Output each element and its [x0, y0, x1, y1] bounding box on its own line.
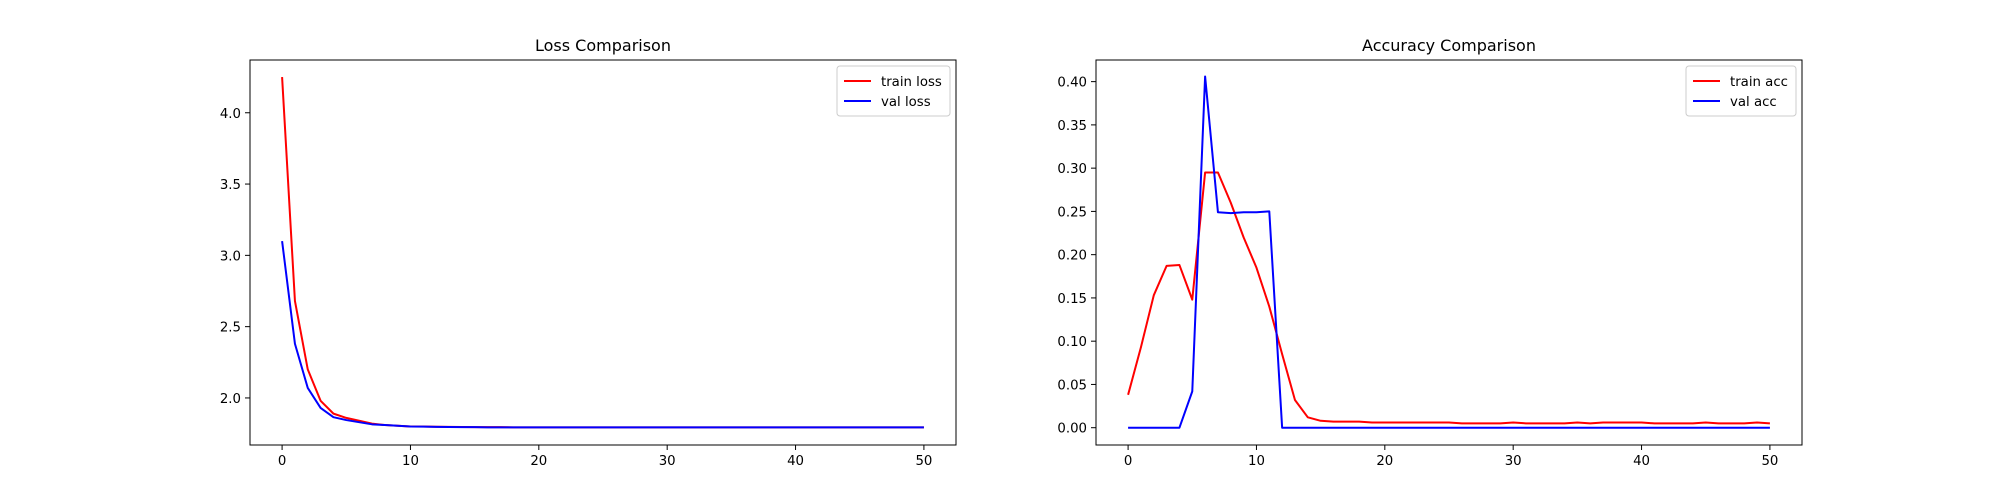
y-tick-label: 2.5: [220, 321, 241, 336]
y-tick-label: 3.5: [220, 178, 241, 193]
y-tick-label: 0.20: [1057, 249, 1087, 264]
y-tick-label: 4.0: [220, 107, 241, 122]
x-tick-label: 30: [1505, 454, 1522, 469]
loss-legend: train loss val loss: [836, 65, 951, 117]
x-tick-label: 0: [278, 454, 286, 469]
x-tick-label: 40: [1633, 454, 1650, 469]
x-tick-label: 50: [915, 454, 932, 469]
x-tick-label: 10: [1248, 454, 1265, 469]
val-loss-legend-label: val loss: [881, 95, 931, 110]
y-tick-label: 3.0: [220, 249, 241, 264]
y-tick-label: 0.25: [1057, 205, 1087, 220]
loss-chart: Loss Comparison 0 10 20 30 40 50 2.0 2.5 3.0 3.5 4.…: [220, 36, 957, 469]
val-loss-line: [281, 240, 924, 429]
val-acc-line: [1128, 75, 1770, 429]
accuracy-legend: train acc val acc: [1685, 65, 1797, 117]
x-tick-label: 10: [402, 454, 419, 469]
accuracy-chart-title: Accuracy Comparison: [1362, 36, 1536, 55]
x-tick-label: 40: [787, 454, 804, 469]
accuracy-chart: Accuracy Comparison 0 10 20 30 40 50 0.00 0.05 0.…: [1057, 36, 1803, 469]
train-acc-line: [1127, 171, 1770, 425]
y-tick-label: 0.05: [1057, 378, 1087, 393]
legend-box: [836, 65, 951, 117]
x-tick-label: 20: [1376, 454, 1393, 469]
y-tick-label: 0.15: [1057, 292, 1087, 307]
x-tick-label: 50: [1761, 454, 1778, 469]
x-tick-label: 0: [1124, 454, 1132, 469]
loss-axes-frame: [249, 59, 957, 446]
val-acc-legend-label: val acc: [1730, 95, 1777, 110]
y-tick-label: 0.35: [1057, 119, 1087, 134]
y-tick-label: 0.00: [1057, 422, 1087, 437]
x-tick-label: 30: [659, 454, 676, 469]
y-tick-label: 0.30: [1057, 162, 1087, 177]
loss-chart-title: Loss Comparison: [535, 36, 671, 55]
accuracy-axes-frame: [1095, 59, 1803, 446]
train-loss-line: [281, 77, 924, 429]
x-tick-label: 20: [530, 454, 547, 469]
train-acc-legend-label: train acc: [1730, 75, 1788, 90]
y-tick-label: 0.40: [1057, 76, 1087, 91]
legend-box: [1685, 65, 1797, 117]
train-loss-legend-label: train loss: [881, 75, 942, 90]
y-tick-label: 0.10: [1057, 335, 1087, 350]
y-tick-label: 2.0: [220, 392, 241, 407]
